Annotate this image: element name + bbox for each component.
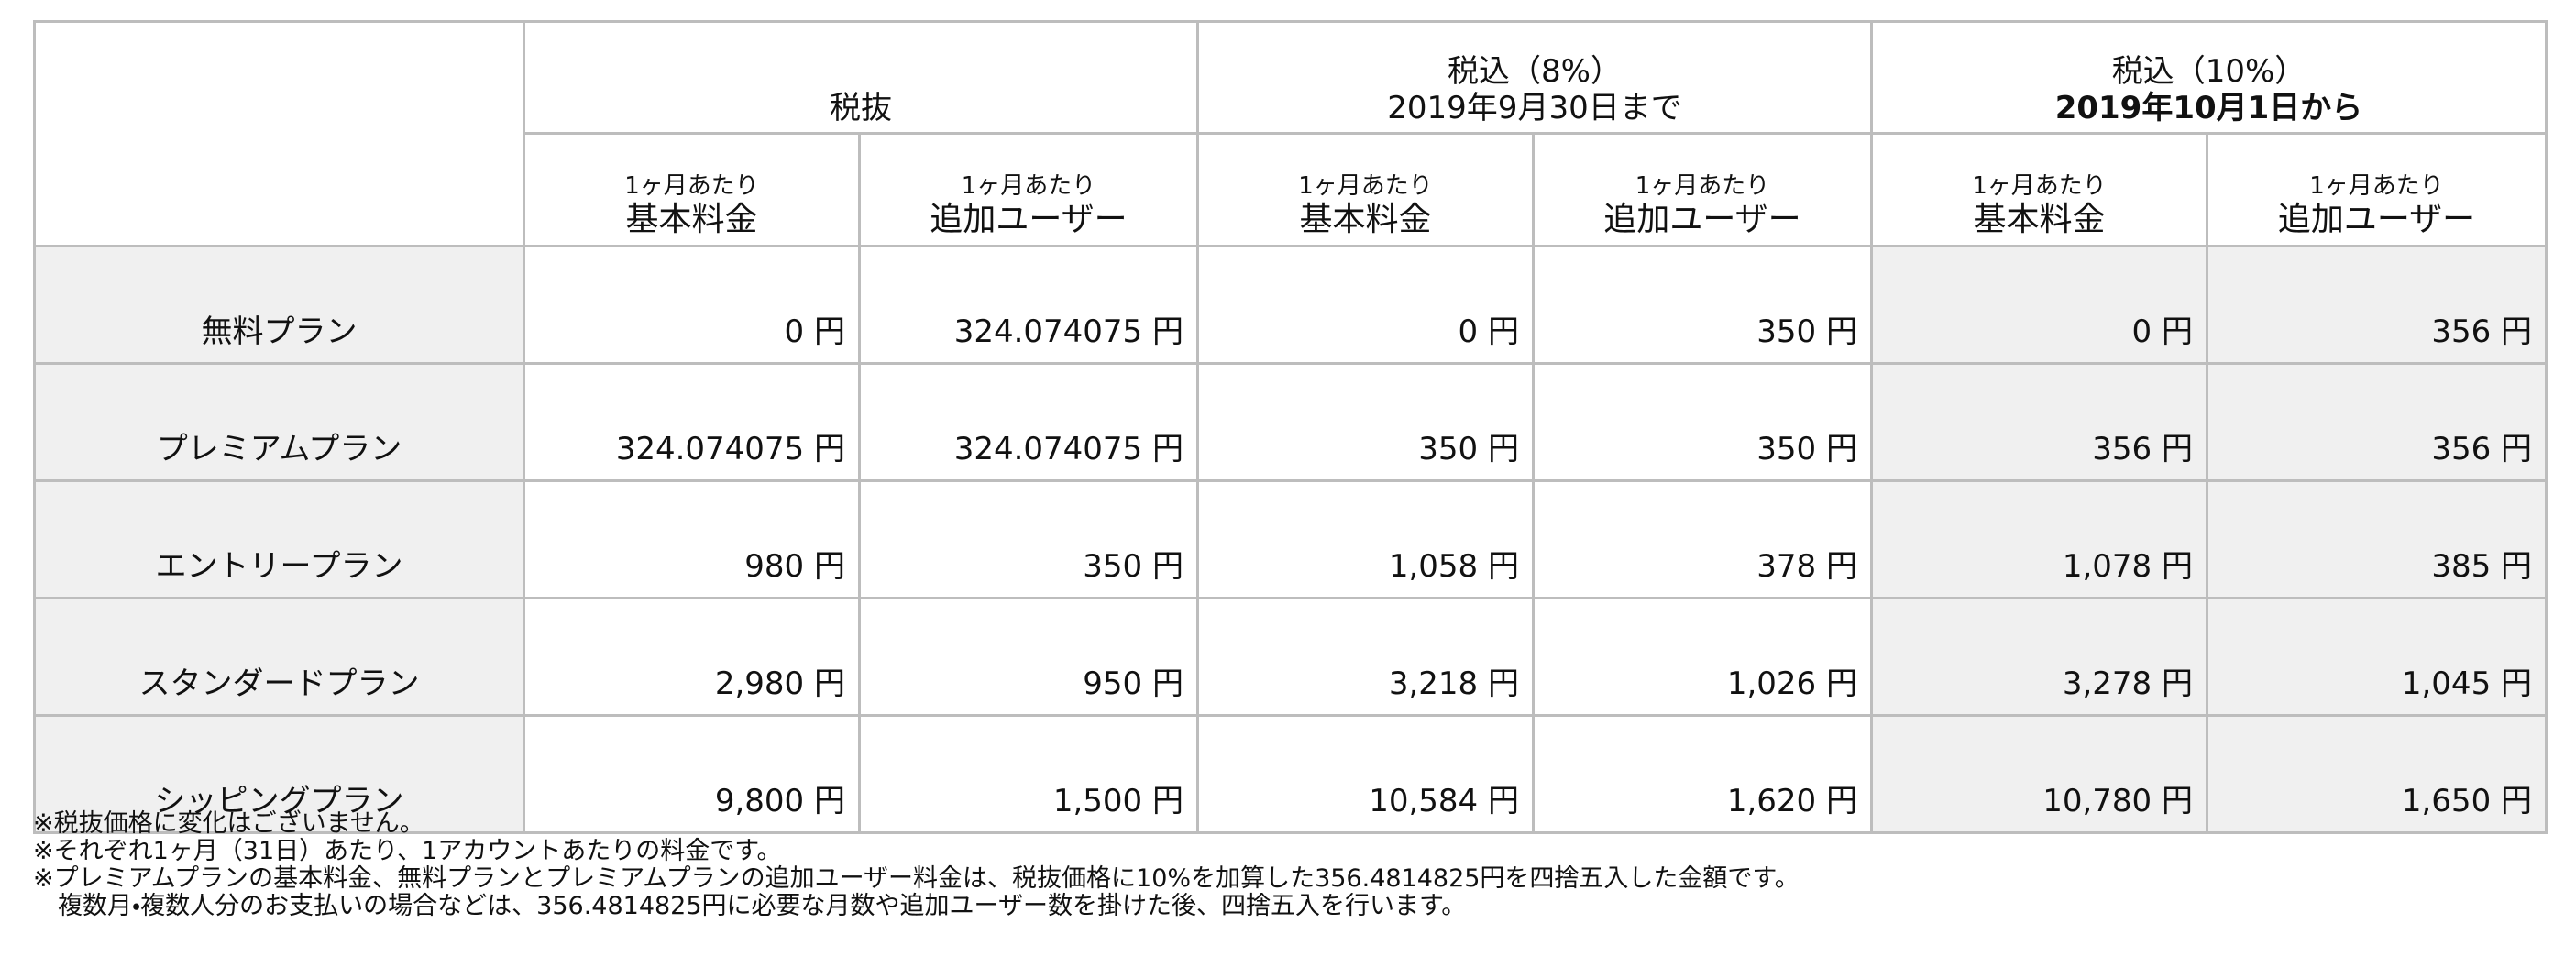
plan-name: エントリープラン (33, 479, 525, 599)
price-cell: 350 円 (1532, 245, 1873, 365)
price-cell: 324.074075 円 (858, 245, 1199, 365)
sub-line1: 1ヶ月あたり (961, 172, 1096, 200)
price-cell: 378 円 (1532, 479, 1873, 599)
price-cell: 10,584 円 (1196, 714, 1535, 834)
price-table: 税抜 税込（8%） 2019年9月30日まで 税込（10%） 2019年10月1日か… (33, 20, 2548, 834)
plan-row: エントリープラン 980 円 350 円 1,058 円 378 円 1,078 円 385… (33, 479, 2548, 599)
plan-name: プレミアムプラン (33, 362, 525, 482)
plan-row: プレミアムプラン 324.074075 円 324.074075 円 350 円 350… (33, 362, 2548, 482)
plan-row: シッピングプラン 9,800 円 1,500 円 10,584 円 1,620 円 10,… (33, 714, 2548, 834)
price-cell: 2,980 円 (523, 597, 861, 717)
price-cell: 0 円 (523, 245, 861, 365)
sub-line1: 1ヶ月あたり (1972, 172, 2107, 200)
price-cell: 10,780 円 (1870, 714, 2208, 834)
plan-row: スタンダードプラン 2,980 円 950 円 3,218 円 1,026 円 3,278… (33, 597, 2548, 717)
group-sub: 2019年9月30日まで (1387, 90, 1682, 126)
sub-line1: 1ヶ月あたり (624, 172, 759, 200)
sub-line2: 追加ユーザー (930, 201, 1128, 238)
price-cell: 3,278 円 (1870, 597, 2208, 717)
price-cell: 356 円 (1870, 362, 2208, 482)
price-cell: 1,620 円 (1532, 714, 1873, 834)
price-cell: 1,026 円 (1532, 597, 1873, 717)
sub-line1: 1ヶ月あたり (2309, 172, 2444, 200)
price-cell: 350 円 (1532, 362, 1873, 482)
price-cell: 3,218 円 (1196, 597, 1535, 717)
price-cell: 324.074075 円 (523, 362, 861, 482)
notes: ※税抜価格に変化はございません。 ※それぞれ1ヶ月（31日）あたり、1アカウントあ… (33, 810, 1800, 920)
group-label: 税込（10%） (2111, 53, 2306, 90)
sub-header: 1ヶ月あたり 追加ユーザー (2205, 132, 2548, 247)
sub-line1: 1ヶ月あたり (1298, 172, 1433, 200)
price-cell: 1,500 円 (858, 714, 1199, 834)
corner (33, 20, 525, 247)
group-label: 税抜 (830, 90, 892, 126)
note-line: 複数月・複数人分のお支払いの場合などは、356.4814825円に必要な月数や追… (33, 892, 1467, 920)
group-label: 税込（8%） (1448, 53, 1622, 90)
note-line: ※税抜価格に変化はございません。 (33, 809, 424, 838)
note-line: ※それぞれ1ヶ月（31日）あたり、1アカウントあたりの料金です。 (33, 837, 782, 865)
price-cell: 324.074075 円 (858, 362, 1199, 482)
sub-header: 1ヶ月あたり 基本料金 (523, 132, 861, 247)
price-cell: 9,800 円 (523, 714, 861, 834)
price-cell: 980 円 (523, 479, 861, 599)
sub-header: 1ヶ月あたり 基本料金 (1196, 132, 1535, 247)
plan-name: シッピングプラン (33, 714, 525, 834)
price-cell: 1,650 円 (2205, 714, 2548, 834)
price-cell: 356 円 (2205, 245, 2548, 365)
sub-line2: 基本料金 (1299, 201, 1432, 238)
price-cell: 0 円 (1196, 245, 1535, 365)
price-cell: 350 円 (1196, 362, 1535, 482)
plan-name: スタンダードプラン (33, 597, 525, 717)
sub-line2: 基本料金 (625, 201, 758, 238)
group-header: 税込（8%） 2019年9月30日まで (1196, 20, 1873, 135)
sub-line1: 1ヶ月あたり (1635, 172, 1770, 200)
sub-header: 1ヶ月あたり 追加ユーザー (1532, 132, 1873, 247)
price-cell: 1,058 円 (1196, 479, 1535, 599)
sub-line2: 基本料金 (1973, 201, 2106, 238)
group-header: 税抜 (523, 20, 1199, 135)
sub-header: 1ヶ月あたり 追加ユーザー (858, 132, 1199, 247)
price-cell: 950 円 (858, 597, 1199, 717)
sub-line2: 追加ユーザー (1603, 201, 1801, 238)
price-cell: 385 円 (2205, 479, 2548, 599)
group-header: 税込（10%） 2019年10月1日から (1869, 20, 2548, 135)
price-cell: 350 円 (858, 479, 1199, 599)
note-line: ※プレミアムプランの基本料金、無料プランとプレミアムプランの追加ユーザー料金は、… (33, 864, 1800, 893)
group-sub: 2019年10月1日から (2054, 90, 2363, 126)
sub-line2: 追加ユーザー (2277, 201, 2476, 238)
price-cell: 356 円 (2205, 362, 2548, 482)
price-cell: 1,078 円 (1870, 479, 2208, 599)
sub-header: 1ヶ月あたり 基本料金 (1870, 132, 2208, 247)
price-cell: 0 円 (1870, 245, 2208, 365)
plan-name: 無料プラン (33, 245, 525, 365)
price-cell: 1,045 円 (2205, 597, 2548, 717)
